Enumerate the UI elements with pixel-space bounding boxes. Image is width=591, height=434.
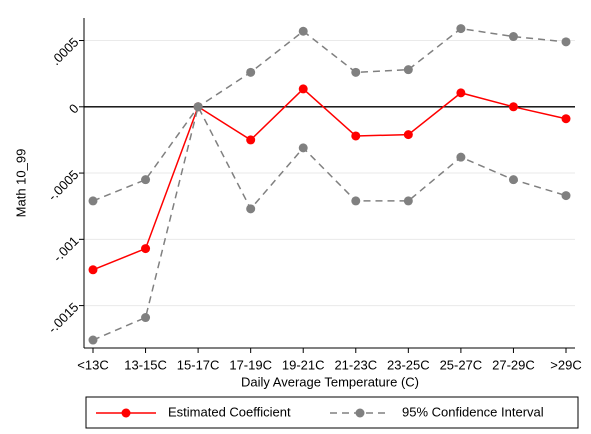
point bbox=[141, 313, 151, 323]
x-tick-label: 25-27C bbox=[440, 357, 483, 372]
point bbox=[298, 143, 308, 153]
point bbox=[561, 114, 571, 124]
point bbox=[88, 196, 98, 206]
x-tick-label: >29C bbox=[550, 357, 581, 372]
x-tick-label: 15-17C bbox=[177, 357, 220, 372]
point bbox=[508, 102, 518, 112]
legend-label: 95% Confidence Interval bbox=[402, 404, 544, 419]
point bbox=[88, 335, 98, 345]
point bbox=[561, 191, 571, 201]
x-tick-label: 13-15C bbox=[124, 357, 167, 372]
point bbox=[456, 24, 466, 34]
x-tick-label: 27-29C bbox=[492, 357, 535, 372]
point bbox=[403, 196, 413, 206]
point bbox=[456, 152, 466, 162]
point bbox=[193, 102, 203, 112]
point bbox=[351, 196, 361, 206]
point bbox=[403, 65, 413, 75]
x-tick-label: 17-19C bbox=[229, 357, 272, 372]
point bbox=[246, 67, 256, 77]
point bbox=[88, 265, 98, 275]
point bbox=[508, 175, 518, 185]
point bbox=[141, 244, 151, 254]
point bbox=[403, 130, 413, 140]
point bbox=[298, 26, 308, 36]
x-tick-label: 19-21C bbox=[282, 357, 325, 372]
point bbox=[246, 135, 256, 145]
series-line bbox=[92, 87, 567, 271]
point bbox=[508, 32, 518, 42]
series-line bbox=[92, 27, 567, 202]
point bbox=[456, 88, 466, 98]
legend-marker bbox=[355, 408, 365, 418]
point bbox=[351, 67, 361, 77]
point bbox=[298, 84, 308, 94]
point bbox=[141, 175, 151, 185]
x-tick-label: 23-25C bbox=[387, 357, 430, 372]
point bbox=[351, 131, 361, 141]
x-axis-label: Daily Average Temperature (C) bbox=[241, 374, 419, 389]
point bbox=[561, 37, 571, 47]
legend-marker bbox=[121, 408, 131, 418]
x-tick-label: <13C bbox=[77, 357, 108, 372]
y-axis-label: Math 10_99 bbox=[13, 149, 28, 218]
legend-label: Estimated Coefficient bbox=[168, 404, 291, 419]
series-line bbox=[92, 104, 567, 341]
x-tick-label: 21-23C bbox=[334, 357, 377, 372]
point bbox=[246, 204, 256, 214]
